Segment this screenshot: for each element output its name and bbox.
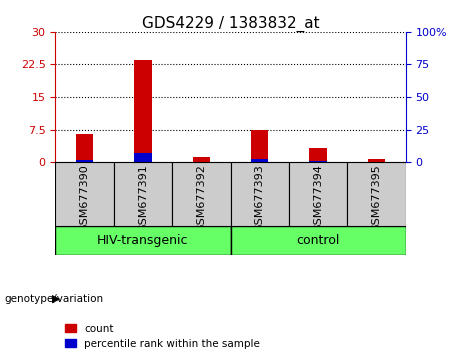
Bar bbox=[230, 162, 289, 226]
Bar bbox=[193, 157, 210, 162]
Bar bbox=[134, 153, 152, 162]
Text: GSM677393: GSM677393 bbox=[254, 164, 265, 232]
Bar bbox=[76, 160, 93, 162]
Bar bbox=[134, 60, 152, 162]
Text: GSM677390: GSM677390 bbox=[79, 164, 89, 232]
Text: GSM677392: GSM677392 bbox=[196, 164, 207, 232]
Bar bbox=[230, 226, 406, 255]
Bar bbox=[368, 159, 385, 162]
Bar bbox=[309, 161, 327, 162]
Text: ▶: ▶ bbox=[52, 294, 60, 304]
Text: GSM677394: GSM677394 bbox=[313, 164, 323, 232]
Bar bbox=[76, 134, 93, 162]
Legend: count, percentile rank within the sample: count, percentile rank within the sample bbox=[65, 324, 260, 349]
Bar bbox=[309, 148, 327, 162]
Bar bbox=[55, 226, 230, 255]
Bar bbox=[347, 162, 406, 226]
Bar bbox=[114, 162, 172, 226]
Bar bbox=[172, 162, 230, 226]
Bar bbox=[55, 162, 114, 226]
Bar bbox=[289, 162, 347, 226]
Bar bbox=[251, 159, 268, 162]
Text: control: control bbox=[296, 234, 340, 247]
Text: genotype/variation: genotype/variation bbox=[5, 294, 104, 304]
Text: GSM677395: GSM677395 bbox=[372, 164, 382, 232]
Text: GSM677391: GSM677391 bbox=[138, 164, 148, 232]
Bar bbox=[251, 130, 268, 162]
Text: HIV-transgenic: HIV-transgenic bbox=[97, 234, 189, 247]
Title: GDS4229 / 1383832_at: GDS4229 / 1383832_at bbox=[142, 16, 319, 32]
